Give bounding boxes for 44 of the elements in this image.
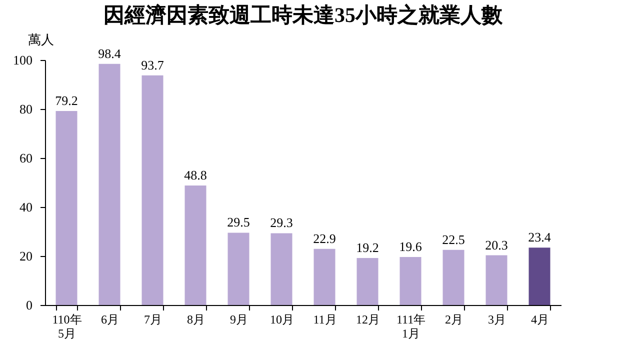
data-label: 79.2 xyxy=(55,92,78,108)
x-tick-label: 4月 xyxy=(531,312,549,326)
x-tick-label: 11月 xyxy=(313,312,337,326)
bar xyxy=(184,185,206,305)
x-tick-label: 9月 xyxy=(230,312,248,326)
x-tick-label: 111年 1月 xyxy=(396,312,426,340)
y-tick-label: 0 xyxy=(26,298,32,312)
x-tick-label: 6月 xyxy=(101,312,119,326)
x-tick-label: 2月 xyxy=(445,312,463,326)
y-axis-title: 萬人 xyxy=(28,32,54,47)
y-tick-label: 20 xyxy=(20,248,32,264)
bar xyxy=(142,75,164,305)
data-label: 48.8 xyxy=(184,167,207,182)
data-label: 22.5 xyxy=(442,232,465,247)
data-label: 22.9 xyxy=(313,230,336,246)
x-tick-label: 8月 xyxy=(187,312,205,326)
data-label: 98.4 xyxy=(98,46,122,61)
bar xyxy=(314,248,336,305)
data-label: 93.7 xyxy=(141,57,164,72)
data-label: 20.3 xyxy=(485,237,508,252)
x-tick-label: 3月 xyxy=(488,312,506,326)
data-label: 23.4 xyxy=(528,230,552,245)
data-label: 29.3 xyxy=(270,215,293,230)
bar xyxy=(442,250,464,305)
bar xyxy=(228,232,250,305)
data-label: 29.5 xyxy=(227,214,250,230)
y-tick-label: 60 xyxy=(20,150,32,166)
chart-title: 因經濟因素致週工時未達35小時之就業人數 xyxy=(104,2,504,27)
data-label: 19.6 xyxy=(399,238,422,254)
x-tick-label: 110年 5月 xyxy=(52,312,82,340)
bar xyxy=(486,255,508,305)
x-tick-label: 7月 xyxy=(144,312,162,326)
bar xyxy=(400,256,422,305)
bar xyxy=(528,248,550,305)
bar xyxy=(98,64,120,305)
bar xyxy=(56,110,78,305)
x-tick-label: 12月 xyxy=(356,312,380,326)
y-tick-label: 40 xyxy=(20,200,32,214)
data-label: 19.2 xyxy=(356,240,379,255)
bar xyxy=(356,258,378,305)
y-tick-label: 80 xyxy=(20,102,32,116)
bar xyxy=(270,233,292,305)
y-tick-label: 100 xyxy=(13,52,32,68)
x-tick-label: 10月 xyxy=(270,312,294,326)
